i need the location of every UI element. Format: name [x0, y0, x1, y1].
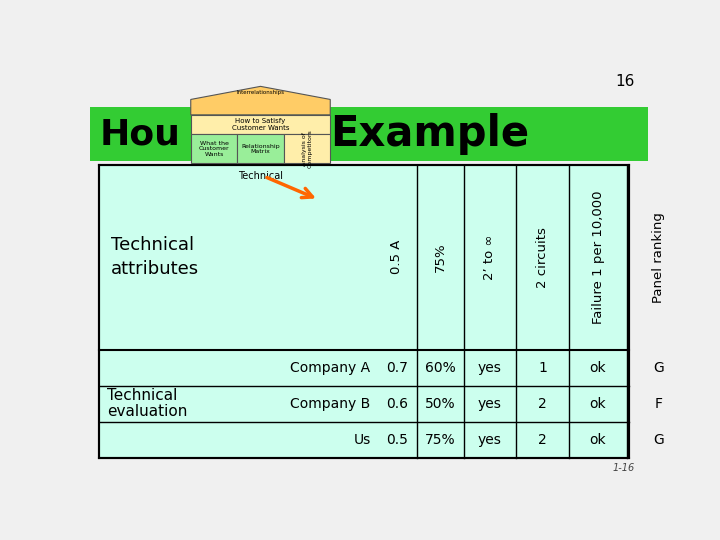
Text: Hou: Hou	[99, 117, 180, 151]
Text: ok: ok	[590, 433, 606, 447]
Text: 2’ to ∞: 2’ to ∞	[483, 234, 496, 280]
Text: 2: 2	[539, 433, 547, 447]
Text: Example: Example	[330, 113, 529, 155]
Text: Technical: Technical	[107, 388, 177, 403]
Text: ok: ok	[590, 361, 606, 375]
Text: F: F	[655, 396, 663, 410]
Text: G: G	[654, 433, 665, 447]
Bar	[238, 134, 284, 164]
Text: Interrelationships: Interrelationships	[236, 90, 284, 96]
Text: 60%: 60%	[425, 361, 456, 375]
Text: 2: 2	[539, 396, 547, 410]
Text: 75%: 75%	[433, 242, 447, 272]
Text: yes: yes	[478, 433, 502, 447]
Text: evaluation: evaluation	[107, 404, 187, 419]
Polygon shape	[191, 86, 330, 115]
Bar	[99, 165, 629, 457]
Text: yes: yes	[478, 396, 502, 410]
Text: Analysis of
Competitors: Analysis of Competitors	[302, 130, 312, 168]
Text: 0.6: 0.6	[386, 396, 408, 410]
Text: yes: yes	[478, 361, 502, 375]
Text: 1-16: 1-16	[613, 463, 635, 473]
Bar	[90, 107, 648, 161]
Text: ok: ok	[590, 396, 606, 410]
Text: How to Satisfy
Customer Wants: How to Satisfy Customer Wants	[232, 118, 289, 131]
Text: Company B: Company B	[290, 396, 371, 410]
Text: 16: 16	[616, 74, 635, 89]
Text: 0.5: 0.5	[386, 433, 408, 447]
Text: Failure 1 per 10,000: Failure 1 per 10,000	[592, 191, 605, 324]
Text: 0.7: 0.7	[386, 361, 408, 375]
Text: Technical
attributes: Technical attributes	[111, 237, 199, 278]
Text: 2 circuits: 2 circuits	[536, 227, 549, 288]
Text: Relationship
Matrix: Relationship Matrix	[241, 144, 280, 154]
Text: 50%: 50%	[425, 396, 456, 410]
Text: Panel ranking: Panel ranking	[652, 212, 665, 303]
Bar	[191, 134, 238, 164]
Text: Technical: Technical	[238, 171, 283, 181]
Text: 75%: 75%	[425, 433, 456, 447]
Text: Us: Us	[354, 433, 371, 447]
Text: Company A: Company A	[290, 361, 371, 375]
Text: What the
Customer
Wants: What the Customer Wants	[199, 141, 229, 157]
Bar	[284, 134, 330, 164]
Bar	[191, 115, 330, 134]
Text: 1: 1	[538, 361, 547, 375]
Text: G: G	[654, 361, 665, 375]
Text: 0.5 A: 0.5 A	[390, 240, 403, 274]
